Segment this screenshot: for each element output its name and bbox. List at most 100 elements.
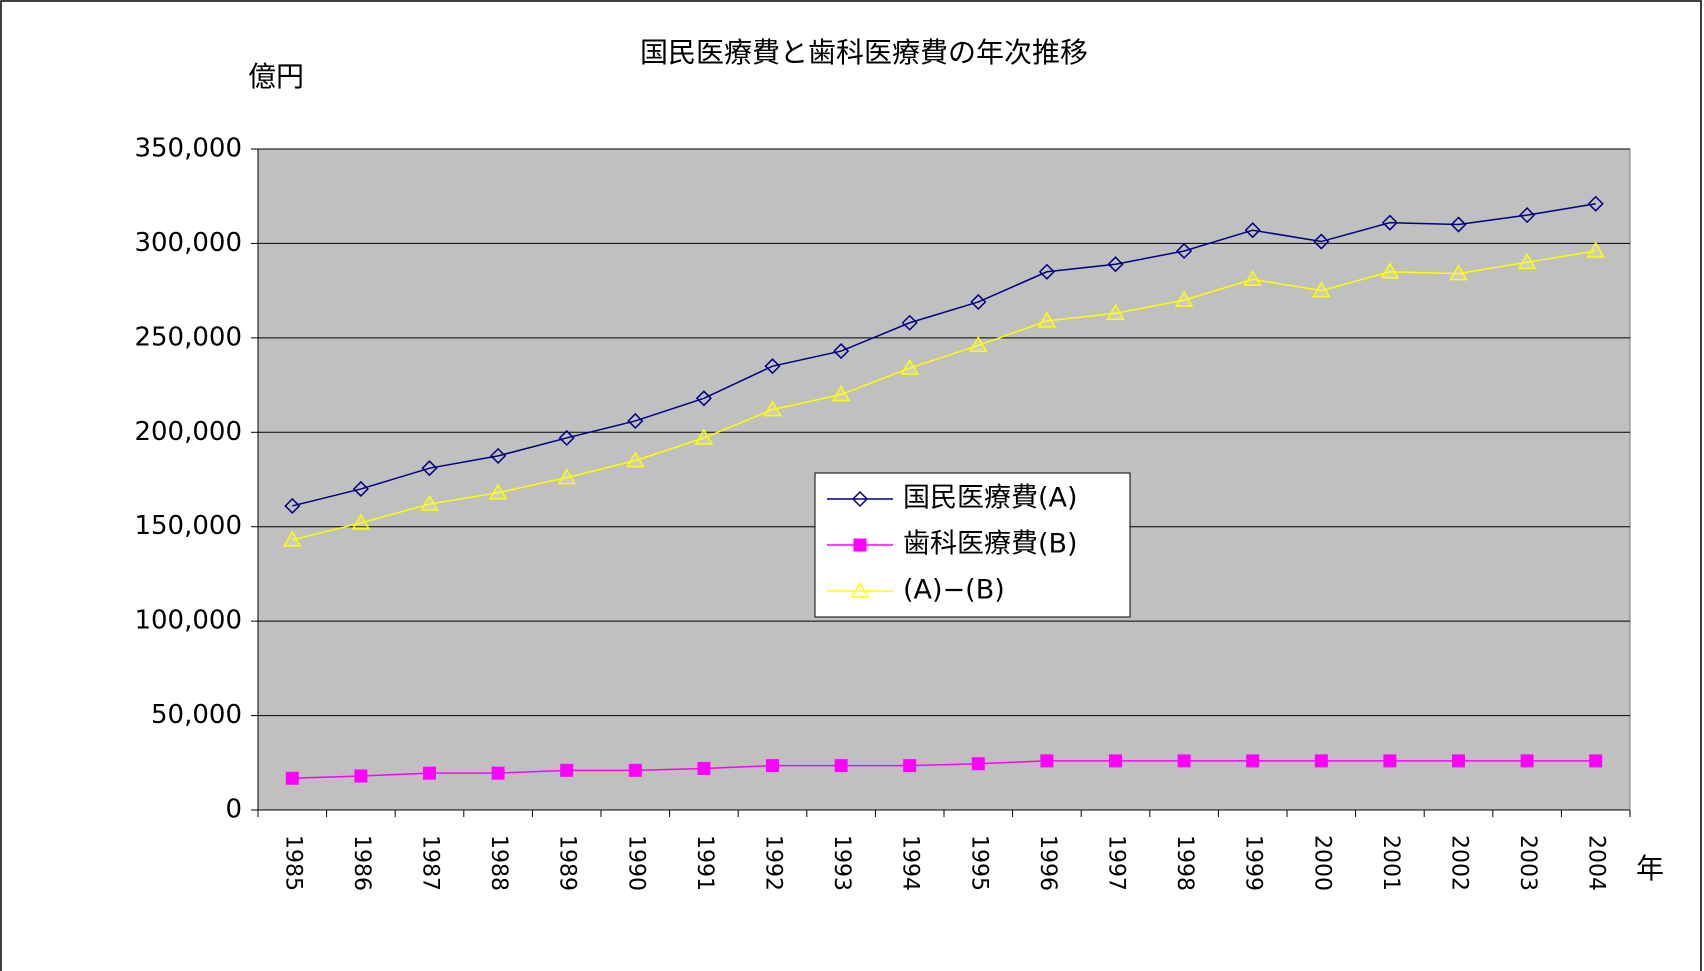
marker (831, 385, 851, 402)
chart-title: 国民医療費と歯科医療費の年次推移 (640, 36, 1088, 69)
marker (1176, 242, 1193, 260)
marker (1106, 303, 1125, 321)
x-tick-label: 1988 (486, 835, 511, 891)
marker (557, 468, 576, 485)
x-tick-label: 1989 (555, 835, 580, 891)
marker (491, 766, 505, 780)
x-tick-label: 2002 (1447, 835, 1472, 891)
marker (1314, 754, 1328, 768)
marker (903, 759, 917, 773)
x-tick-label: 1990 (623, 835, 648, 891)
marker (833, 343, 850, 360)
legend-marker (850, 581, 870, 598)
marker (560, 763, 574, 777)
marker (1381, 214, 1398, 231)
marker (1243, 269, 1262, 287)
marker (1244, 222, 1261, 239)
x-tick-label: 1985 (280, 835, 305, 891)
x-tick-label: 1991 (692, 835, 717, 891)
marker (284, 497, 301, 515)
marker (626, 451, 645, 468)
legend-marker (851, 490, 869, 508)
x-tick-label: 1998 (1172, 835, 1197, 891)
y-tick-label: 250,000 (134, 322, 242, 352)
legend-label: 歯科医療費(B) (903, 529, 1078, 560)
marker (354, 769, 368, 783)
marker (1038, 263, 1055, 280)
marker (1174, 290, 1194, 307)
marker (900, 358, 919, 375)
x-tick-label: 1995 (966, 835, 991, 891)
x-tick-label: 2000 (1309, 835, 1334, 891)
y-axis-label: 億円 (248, 60, 304, 93)
marker (421, 460, 438, 477)
y-tick-label: 350,000 (134, 134, 242, 164)
legend-label: 国民医療費(A) (903, 483, 1078, 514)
x-axis-label: 年 (1636, 852, 1664, 885)
y-tick-label: 150,000 (134, 511, 242, 541)
marker (1383, 754, 1397, 768)
marker (1449, 264, 1468, 281)
series-line (292, 203, 1596, 507)
marker (1519, 207, 1536, 224)
marker (1586, 241, 1605, 258)
x-tick-label: 1994 (898, 835, 923, 891)
marker (1520, 754, 1534, 768)
marker (901, 314, 918, 331)
marker (1246, 754, 1260, 768)
marker (763, 400, 782, 417)
marker (695, 390, 712, 407)
marker (1177, 754, 1191, 768)
marker (971, 757, 985, 771)
marker (283, 530, 302, 547)
marker (1450, 216, 1467, 233)
legend-marker (853, 538, 867, 552)
marker (1040, 754, 1054, 768)
marker (488, 483, 508, 500)
marker (1517, 252, 1537, 270)
marker (1313, 233, 1330, 250)
x-tick-label: 1999 (1241, 835, 1266, 891)
marker (1037, 311, 1057, 328)
x-tick-label: 1997 (1104, 835, 1129, 891)
marker (1107, 256, 1124, 273)
x-tick-label: 1987 (418, 835, 443, 891)
marker (627, 412, 644, 430)
marker (420, 494, 439, 511)
marker (969, 335, 988, 353)
marker (834, 759, 848, 773)
marker (558, 429, 575, 447)
marker (1589, 754, 1603, 768)
x-tick-label: 2003 (1515, 835, 1540, 891)
x-tick-label: 1986 (349, 835, 374, 891)
x-tick-label: 1996 (1035, 835, 1060, 891)
x-tick-label: 1993 (829, 835, 854, 891)
marker (1587, 195, 1604, 212)
x-tick-label: 2004 (1584, 835, 1609, 891)
y-tick-label: 0 (225, 795, 242, 825)
marker (694, 428, 714, 445)
marker (490, 447, 507, 464)
marker (423, 766, 436, 780)
marker (766, 759, 779, 773)
x-tick-label: 2001 (1378, 835, 1403, 891)
marker (697, 761, 711, 775)
marker (1312, 281, 1331, 298)
marker (628, 763, 642, 777)
marker (352, 480, 369, 498)
y-tick-label: 100,000 (134, 606, 242, 636)
marker (351, 513, 371, 530)
series-line (292, 760, 1596, 780)
y-tick-label: 300,000 (134, 228, 242, 258)
marker (1109, 754, 1122, 768)
marker (970, 293, 987, 311)
marker (285, 771, 299, 785)
y-tick-label: 200,000 (134, 417, 242, 447)
series-line (292, 250, 1596, 541)
marker (1380, 262, 1400, 279)
marker (1452, 754, 1465, 768)
y-tick-label: 50,000 (151, 700, 242, 730)
marker (764, 358, 781, 375)
legend-label: (A)−(B) (903, 575, 1005, 606)
